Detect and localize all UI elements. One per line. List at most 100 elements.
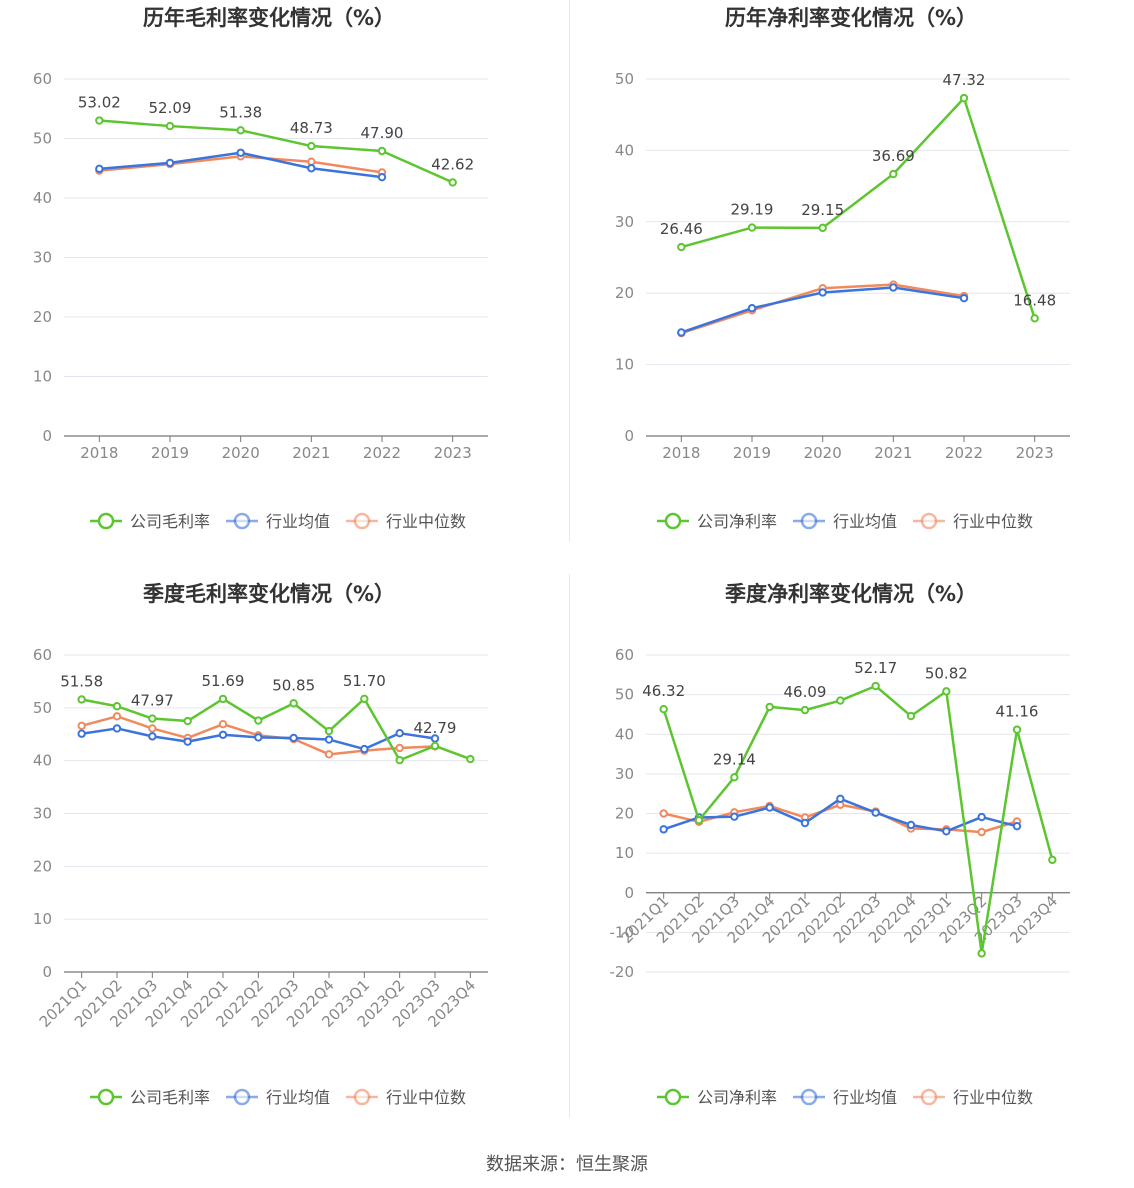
legend-label: 行业均值	[266, 512, 330, 531]
y-tick-label: 50	[615, 70, 634, 88]
legend-item-median[interactable]: 行业中位数	[346, 512, 466, 531]
data-point-median	[977, 827, 986, 837]
data-point-median	[659, 809, 668, 818]
data-point-avg	[730, 812, 739, 821]
data-point-company	[694, 816, 704, 825]
data-label: 36.69	[872, 147, 915, 165]
y-tick-label: 20	[33, 308, 52, 326]
legend-item-avg[interactable]: 行业均值	[793, 1088, 897, 1107]
data-point-avg	[765, 803, 774, 812]
divider-top	[569, 0, 570, 542]
legend-label: 行业均值	[833, 1088, 897, 1107]
chart-annual-net-margin: 历年净利率变化情况（%） 0 10 20 30 40 50 2018 2019 2020 2021 2…	[567, 0, 1134, 576]
data-point-company	[1030, 314, 1039, 323]
data-label: 53.02	[78, 94, 121, 112]
data-label: 52.09	[149, 99, 192, 117]
data-point-avg	[307, 164, 316, 173]
data-point-avg	[1012, 821, 1022, 831]
x-tick-label: 2020	[804, 444, 842, 462]
legend-item-company[interactable]: 公司净利率	[657, 512, 777, 531]
y-tick-label: 0	[42, 963, 52, 981]
legend-item-median[interactable]: 行业中位数	[913, 1088, 1033, 1107]
y-tick-label: 40	[33, 189, 52, 207]
data-point-median	[77, 721, 86, 730]
data-label: 46.09	[784, 683, 827, 701]
x-tick-label: 2019	[733, 444, 771, 462]
data-point-company	[677, 242, 686, 252]
data-point-avg	[677, 328, 686, 337]
legend-label: 行业均值	[266, 1088, 330, 1107]
data-label: 52.17	[854, 659, 897, 677]
legend-item-avg[interactable]: 行业均值	[226, 512, 330, 531]
data-point-avg	[871, 808, 880, 817]
legend-item-company[interactable]: 公司净利率	[657, 1088, 777, 1107]
series-line-company	[681, 96, 1036, 319]
chart-quarterly-gross-margin: 季度毛利率变化情况（%） 0 10 20 30 40 50 60 2021Q1 2021Q2 202…	[0, 576, 567, 1152]
y-tick-label: 0	[624, 427, 634, 445]
data-point-avg	[289, 733, 298, 743]
y-tick-label: 50	[33, 699, 52, 717]
legend-item-avg[interactable]: 行业均值	[793, 512, 897, 531]
data-label: 41.16	[996, 703, 1039, 721]
data-point-company	[183, 716, 192, 726]
data-point-company	[942, 687, 951, 696]
data-point-company	[959, 93, 969, 103]
data-point-median	[218, 720, 228, 729]
legend-item-median[interactable]: 行业中位数	[913, 512, 1033, 531]
data-source-note: 数据来源：恒生聚源	[486, 1154, 648, 1175]
legend-swatch-marker	[353, 512, 371, 530]
data-point-median	[307, 157, 316, 166]
legend-swatch-marker	[97, 512, 115, 530]
data-label: 51.70	[343, 672, 386, 690]
y-tick-label: -10	[610, 923, 635, 941]
data-point-median	[112, 712, 122, 721]
data-point-avg	[183, 737, 192, 746]
legend-swatch-marker	[920, 1088, 938, 1106]
legend-label: 行业均值	[833, 512, 897, 531]
data-label: 29.15	[801, 201, 844, 219]
x-tick-label: 2023	[1016, 444, 1054, 462]
data-point-avg	[977, 812, 986, 822]
data-label: 51.69	[202, 672, 245, 690]
chart-title: 历年净利率变化情况（%）	[725, 6, 977, 30]
x-tick-label: 2018	[662, 444, 700, 462]
legend-swatch-marker	[920, 512, 938, 530]
chart-svg: 历年毛利率变化情况（%） 0 10 20 30 40 50 60 2018 2019 2020 202…	[33, 6, 488, 531]
data-point-median	[148, 724, 157, 733]
data-label: 46.32	[642, 682, 685, 700]
data-point-company	[307, 141, 316, 151]
y-tick-label: 10	[615, 844, 634, 862]
legend-label: 行业中位数	[386, 512, 466, 531]
data-point-avg	[906, 820, 916, 830]
y-tick-label: -20	[610, 963, 635, 981]
y-tick-label: 40	[615, 141, 634, 159]
chart-quarterly-net-margin: 季度净利率变化情况（%） -20 -10 0 10 20 30 40 50 60 2021Q1 202…	[567, 576, 1134, 1152]
y-tick-label: 20	[615, 805, 634, 823]
data-point-company	[836, 696, 845, 705]
data-label: 16.48	[1013, 291, 1056, 309]
legend-item-avg[interactable]: 行业均值	[226, 1088, 330, 1107]
legend-swatch-marker	[233, 1088, 251, 1106]
legend-swatch-marker	[233, 512, 251, 530]
legend-swatch-marker	[800, 1088, 818, 1106]
series-line-company	[99, 119, 454, 184]
data-label: 26.46	[660, 220, 703, 238]
legend-item-company[interactable]: 公司毛利率	[90, 1088, 210, 1107]
data-label: 42.79	[414, 719, 457, 737]
data-point-company	[889, 169, 898, 179]
y-tick-label: 40	[33, 752, 52, 770]
chart-title: 历年毛利率变化情况（%）	[143, 6, 395, 30]
data-point-company	[800, 705, 810, 715]
data-point-avg	[959, 293, 969, 303]
legend-item-median[interactable]: 行业中位数	[346, 1088, 466, 1107]
legend-item-company[interactable]: 公司毛利率	[90, 512, 210, 531]
y-tick-label: 50	[615, 686, 634, 704]
data-label: 50.82	[925, 664, 968, 682]
data-label: 29.19	[731, 201, 774, 219]
data-point-company	[377, 146, 387, 156]
x-tick-label: 2019	[151, 444, 189, 462]
legend-swatch-marker	[664, 1088, 682, 1106]
data-label: 47.32	[943, 71, 986, 89]
data-point-avg	[942, 827, 951, 836]
chart-title: 季度净利率变化情况（%）	[725, 582, 977, 606]
